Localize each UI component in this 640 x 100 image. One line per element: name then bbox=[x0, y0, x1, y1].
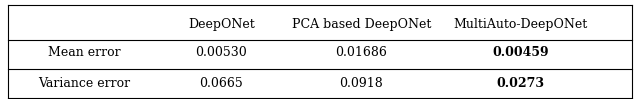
Text: 0.0918: 0.0918 bbox=[340, 77, 383, 90]
Text: PCA based DeepONet: PCA based DeepONet bbox=[292, 18, 431, 31]
Text: 0.00530: 0.00530 bbox=[195, 46, 247, 59]
Text: Variance error: Variance error bbox=[38, 77, 131, 90]
Text: DeepONet: DeepONet bbox=[188, 18, 255, 31]
Text: 0.0273: 0.0273 bbox=[497, 77, 545, 90]
Text: 0.01686: 0.01686 bbox=[335, 46, 387, 59]
Text: 0.00459: 0.00459 bbox=[492, 46, 549, 59]
Text: MultiAuto-DeepONet: MultiAuto-DeepONet bbox=[454, 18, 588, 31]
Text: 0.0665: 0.0665 bbox=[199, 77, 243, 90]
Text: Mean error: Mean error bbox=[48, 46, 120, 59]
